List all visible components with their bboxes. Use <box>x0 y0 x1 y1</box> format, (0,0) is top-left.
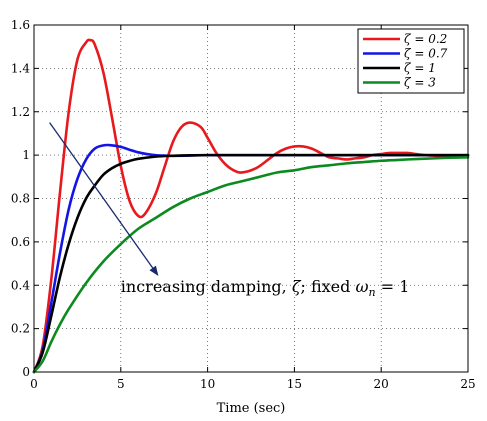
y-tick-label: 0.8 <box>11 192 30 206</box>
x-tick-label: 20 <box>374 377 389 391</box>
y-tick-label: 1.2 <box>11 105 30 119</box>
annotation-omega-subscript: n <box>369 286 376 299</box>
annotation-suffix: = 1 <box>376 277 410 296</box>
x-tick-label: 25 <box>460 377 475 391</box>
x-tick-label: 0 <box>30 377 38 391</box>
legend-label-zeta-0-2: ζ = 0.2 <box>404 32 447 46</box>
annotation-prefix: increasing damping, <box>121 277 292 296</box>
annotation-arrow <box>49 122 159 277</box>
x-tick-label: 10 <box>200 377 215 391</box>
y-tick-label: 1 <box>22 148 30 162</box>
legend: ζ = 0.2ζ = 0.7ζ = 1ζ = 3 <box>357 28 465 94</box>
y-tick-label: 0 <box>22 365 30 379</box>
legend-label-zeta-1: ζ = 1 <box>404 61 436 75</box>
legend-label-zeta-0-7: ζ = 0.7 <box>404 47 448 61</box>
y-tick-label: 1.6 <box>11 18 30 32</box>
y-tick-label: 0.2 <box>11 322 30 336</box>
axis-ticks: 0 5 10 15 20 25 0 0.2 0.4 0.6 0.8 1 1.2 1.4 1.6 <box>11 18 476 391</box>
annotation: increasing damping, ζ; fixed ωn = 1 <box>49 122 410 299</box>
x-tick-label: 15 <box>287 377 302 391</box>
annotation-zeta: ζ <box>292 277 302 296</box>
series-line-zeta-3 <box>32 155 470 374</box>
annotation-omega: ω <box>355 277 368 296</box>
annotation-text: increasing damping, ζ; fixed ωn = 1 <box>121 277 410 299</box>
x-axis-title: Time (sec) <box>217 401 286 416</box>
annotation-middle: ; fixed <box>301 277 356 296</box>
x-tick-label: 5 <box>117 377 125 391</box>
legend-label-zeta-3: ζ = 3 <box>404 76 436 90</box>
series-lines <box>32 38 470 374</box>
y-tick-label: 1.4 <box>11 61 30 75</box>
y-tick-label: 0.4 <box>11 278 30 292</box>
series-line-zeta-0-2 <box>32 38 470 374</box>
y-tick-label: 0.6 <box>11 235 30 249</box>
series-line-zeta-1 <box>32 153 470 374</box>
